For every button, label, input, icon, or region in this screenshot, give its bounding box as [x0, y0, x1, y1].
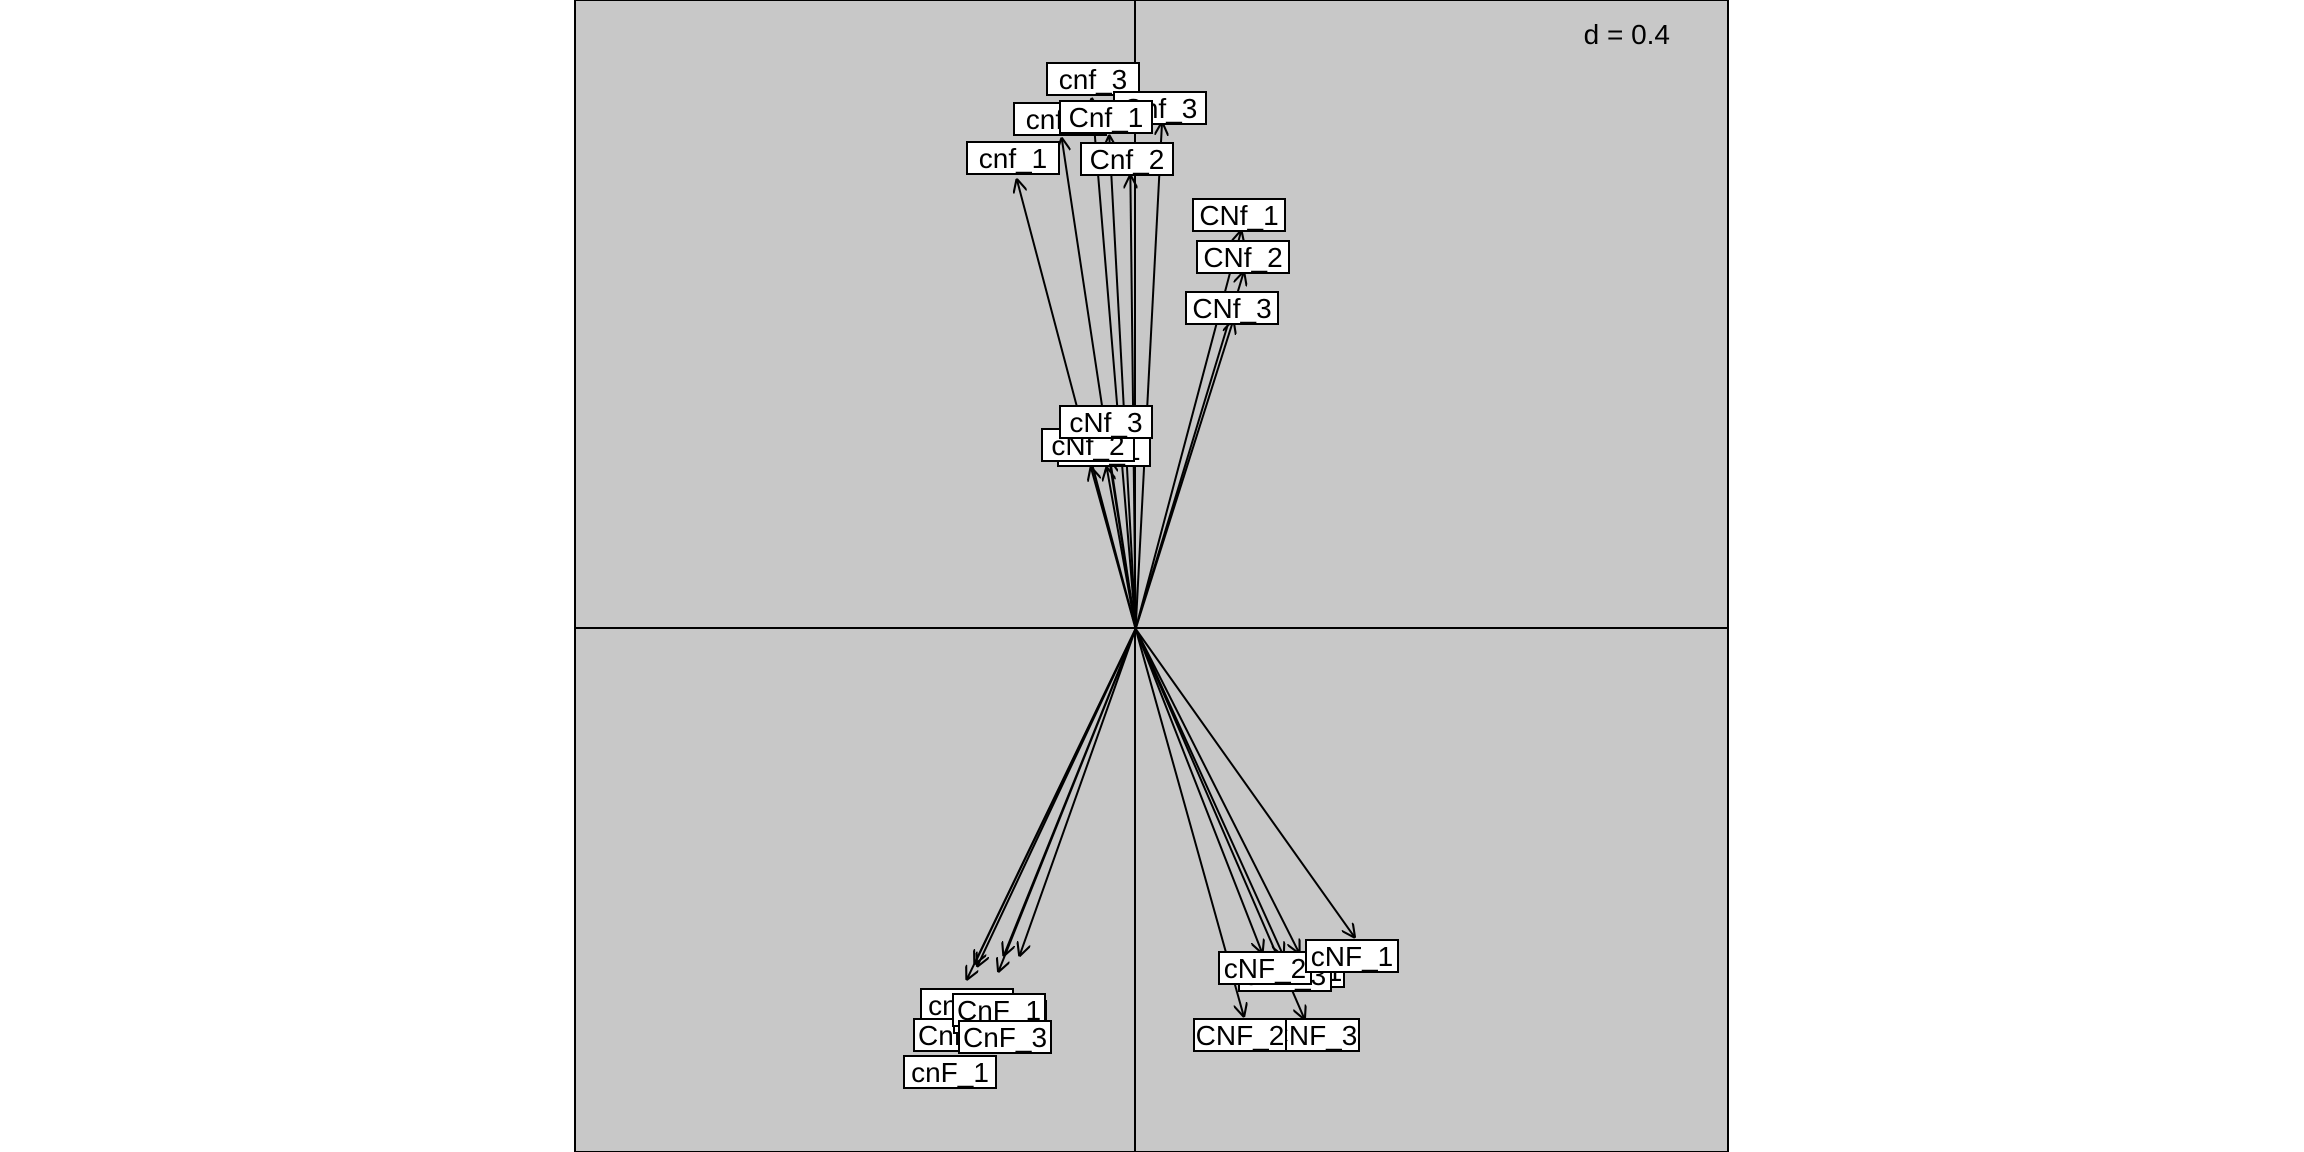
arrow-cnf-3-17: [1019, 628, 1137, 957]
label-box: [1185, 291, 1279, 325]
label-text: cNF_1: [1311, 941, 1393, 972]
scale-label: d = 0.4: [1584, 19, 1670, 50]
vector-label-16: CnF_3: [958, 1020, 1052, 1054]
label-text: CNf_1: [1199, 200, 1278, 231]
label-group: cnf_3Cnf_3cnf_2Cnf_1cnf_1Cnf_2CNf_1CNf_2…: [903, 62, 1399, 1089]
label-text: Cnf_1: [1069, 102, 1144, 133]
vector-label-7: CNf_2: [1196, 240, 1290, 274]
vector-label-4: cnf_1: [966, 141, 1060, 175]
arrow-cnf-3-2: [1092, 98, 1137, 629]
label-box: [1192, 198, 1286, 232]
arrow-cnf-3-8: [1134, 320, 1234, 630]
label-text: CNf_3: [1192, 293, 1271, 324]
label-text: CNF_2: [1196, 1020, 1285, 1051]
label-box: [958, 1020, 1052, 1054]
label-box: [1059, 100, 1153, 134]
label-text: cnf_1: [979, 143, 1048, 174]
arrow-cnf-3-5: [1134, 122, 1162, 629]
arrow-cnf-2-10: [1091, 467, 1137, 630]
label-box: [1080, 142, 1174, 176]
vector-label-6: CNf_1: [1192, 198, 1286, 232]
label-text: CNf_2: [1203, 242, 1282, 273]
vector-label-5: Cnf_2: [1080, 142, 1174, 176]
arrow-cnf-3-20: [1134, 628, 1300, 954]
label-box: [1196, 240, 1290, 274]
arrow-cnf-1-3: [1109, 135, 1137, 629]
vector-label-3: Cnf_1: [1059, 100, 1153, 134]
vector-label-8: CNf_3: [1185, 291, 1279, 325]
label-text: cNf_3: [1069, 407, 1142, 438]
vector-label-11: cNf_3: [1059, 405, 1153, 439]
label-text: cnf_3: [1059, 64, 1128, 95]
vector-label-17: cnF_1: [903, 1055, 997, 1089]
label-text: cnF_1: [911, 1057, 989, 1088]
label-box: [1046, 62, 1140, 96]
label-box: [966, 141, 1060, 175]
vector-label-0: cnf_3: [1046, 62, 1140, 96]
vector-label-20: cNF_2: [1218, 951, 1312, 985]
label-box: [1305, 939, 1399, 973]
arrow-cnf-2-19: [1134, 628, 1263, 954]
label-text: cNF_2: [1224, 953, 1306, 984]
arrow-cnf-1-15: [998, 628, 1137, 972]
label-box: [1059, 405, 1153, 439]
vector-label-23: CNF_2: [1193, 1018, 1287, 1052]
vector-label-21: cNF_1: [1305, 939, 1399, 973]
arrow-cnf-3-11: [1109, 459, 1137, 629]
label-text: CnF_3: [963, 1022, 1047, 1053]
label-box: [1218, 951, 1312, 985]
arrow-cnf-2-16: [977, 628, 1137, 967]
label-box: [903, 1055, 997, 1089]
arrow-cnf-2-4: [1130, 174, 1135, 629]
arrow-cnf-1-18: [1134, 628, 1355, 938]
label-text: Cnf_2: [1090, 144, 1165, 175]
label-box: [1193, 1018, 1287, 1052]
